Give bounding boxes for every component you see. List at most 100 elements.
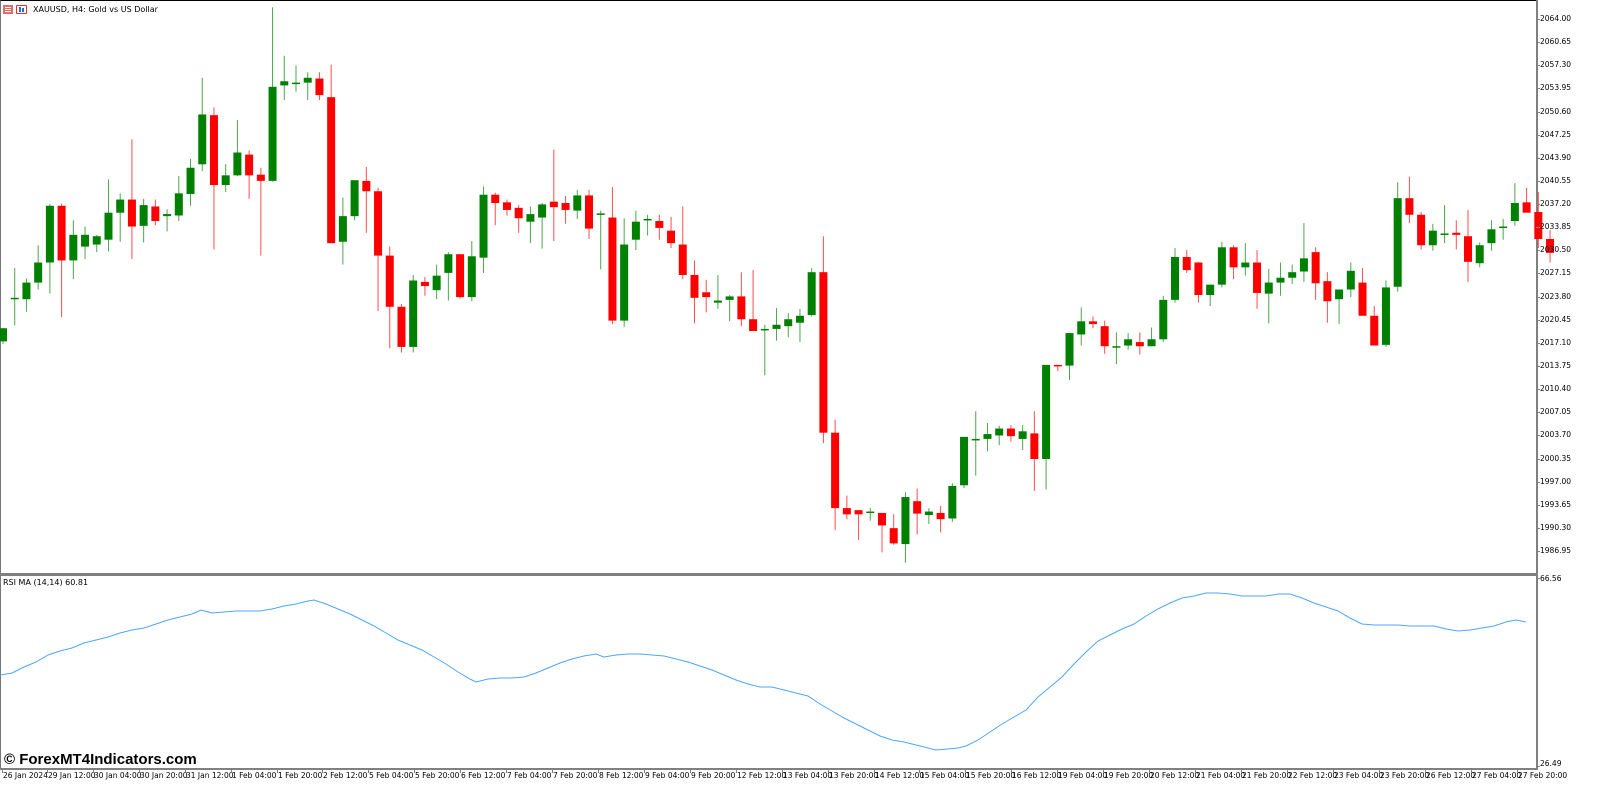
- bear-candle: [842, 495, 851, 520]
- time-tick: [139, 768, 140, 773]
- price-axis-label: 1993.65: [1540, 500, 1572, 509]
- bear-candle: [514, 205, 523, 233]
- menu-list-icon[interactable]: [3, 4, 13, 14]
- bull-candle: [0, 328, 7, 345]
- bear-candle: [1053, 364, 1062, 372]
- bull-candle: [116, 193, 125, 242]
- bull-candle: [303, 72, 312, 100]
- bear-candle: [362, 167, 371, 233]
- bear-candle: [315, 72, 324, 100]
- time-tick: [1287, 768, 1288, 773]
- time-tick: [93, 768, 94, 773]
- bear-candle: [1417, 212, 1426, 250]
- bull-candle: [292, 65, 300, 92]
- time-tick: [1241, 768, 1242, 773]
- time-tick: [552, 768, 553, 773]
- price-tick: [1536, 482, 1540, 483]
- bull-candle: [538, 203, 547, 249]
- bull-candle: [1510, 182, 1519, 226]
- time-tick: [2, 768, 3, 773]
- bull-candle: [81, 226, 90, 260]
- time-axis-label: 5 Feb 20:00: [415, 771, 460, 780]
- bull-candle: [983, 423, 992, 452]
- bear-candle: [737, 272, 746, 327]
- price-tick: [1536, 204, 1540, 205]
- bear-candle: [127, 139, 136, 260]
- time-axis-label: 26 Jan 2024: [3, 771, 48, 780]
- indicator-pane[interactable]: [0, 576, 1536, 768]
- rsi-ma-line: [0, 592, 1527, 751]
- bear-candle: [608, 187, 617, 325]
- bear-candle: [245, 150, 254, 199]
- time-axis-label: 23 Feb 04:00: [1334, 771, 1384, 780]
- bull-candle: [960, 436, 969, 489]
- bear-candle: [209, 107, 218, 250]
- bull-candle: [1288, 264, 1297, 284]
- time-tick: [782, 768, 783, 773]
- chart-window-icon[interactable]: [16, 4, 27, 14]
- bull-candle: [1440, 205, 1449, 244]
- price-axis-label: 1997.00: [1540, 477, 1572, 486]
- time-tick: [1425, 768, 1426, 773]
- bear-candle: [374, 187, 383, 311]
- time-tick: [460, 768, 461, 773]
- time-tick: [1517, 768, 1518, 773]
- price-axis-label: 2013.75: [1540, 361, 1572, 370]
- time-axis-label: 19 Feb 20:00: [1104, 771, 1154, 780]
- time-axis-label: 9 Feb 04:00: [645, 771, 690, 780]
- bull-candle: [221, 164, 230, 192]
- bull-candle: [807, 268, 816, 317]
- bull-candle: [233, 120, 242, 177]
- price-axis-label: 2030.50: [1540, 245, 1572, 254]
- time-tick: [1011, 768, 1012, 773]
- price-axis-label: 2027.15: [1540, 268, 1572, 277]
- bear-candle: [397, 304, 406, 353]
- price-tick: [1536, 19, 1540, 20]
- bull-candle: [1171, 247, 1179, 303]
- price-axis-label: 2060.65: [1540, 37, 1572, 46]
- price-axis-label: 2007.05: [1540, 407, 1572, 416]
- time-axis-label: 26 Feb 12:00: [1426, 771, 1476, 780]
- price-axis-line: [1536, 0, 1538, 770]
- price-tick: [1536, 505, 1540, 506]
- price-axis-label: 2064.00: [1540, 14, 1572, 23]
- price-axis-label: 2057.30: [1540, 60, 1572, 69]
- time-tick: [1103, 768, 1104, 773]
- time-axis-label: 6 Feb 12:00: [461, 771, 506, 780]
- bull-candle: [713, 274, 722, 309]
- bear-candle: [1182, 250, 1191, 273]
- price-tick: [1536, 273, 1540, 274]
- price-tick: [1536, 112, 1540, 113]
- bear-candle: [913, 488, 922, 535]
- time-tick: [828, 768, 829, 773]
- bear-candle: [1194, 261, 1203, 303]
- indicator-scale-min-tick: [1536, 766, 1540, 767]
- time-tick: [644, 768, 645, 773]
- bull-candle: [1147, 327, 1156, 347]
- bull-candle: [1393, 182, 1402, 292]
- bull-candle: [1018, 425, 1027, 450]
- bull-candle: [1346, 262, 1355, 298]
- bear-candle: [690, 260, 699, 324]
- bull-candle: [1499, 218, 1508, 240]
- bull-candle: [631, 210, 640, 251]
- price-tick: [1536, 42, 1540, 43]
- price-tick: [1536, 366, 1540, 367]
- time-axis-label: 9 Feb 20:00: [691, 771, 736, 780]
- price-tick: [1536, 65, 1540, 66]
- pane-splitter[interactable]: [0, 573, 1536, 576]
- time-axis-line: [0, 768, 1538, 770]
- bull-candle: [479, 186, 488, 273]
- bull-candle: [10, 268, 19, 326]
- bear-candle: [819, 236, 828, 444]
- bear-candle: [57, 203, 66, 318]
- price-chart-pane[interactable]: [0, 0, 1536, 573]
- time-axis-label: 29 Jan 12:00: [48, 771, 96, 780]
- bull-candle: [643, 214, 652, 236]
- bear-candle: [256, 167, 265, 256]
- time-tick: [322, 768, 323, 773]
- bull-candle: [725, 295, 734, 322]
- bull-candle: [69, 220, 78, 280]
- price-tick: [1536, 412, 1540, 413]
